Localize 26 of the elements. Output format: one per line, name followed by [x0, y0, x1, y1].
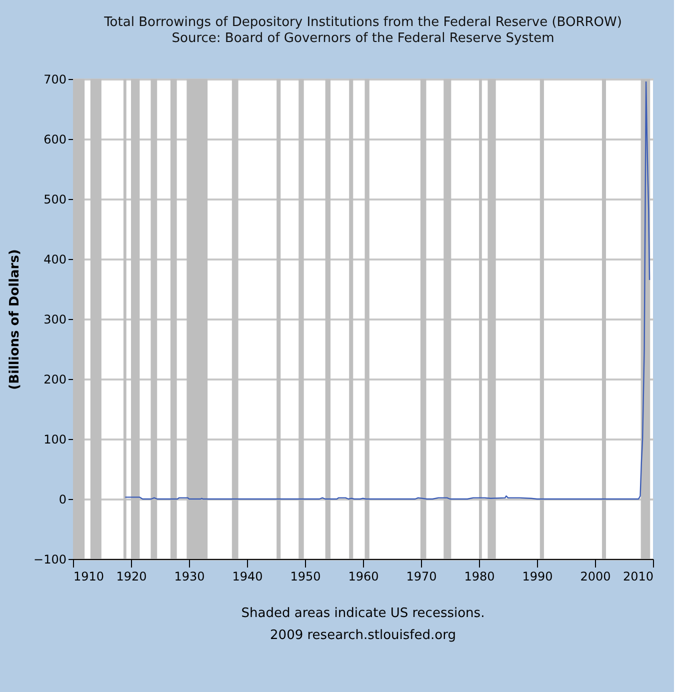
- x-tick-label: 1960: [348, 570, 379, 584]
- y-tick-label: 0: [58, 492, 66, 506]
- x-tick-label: 1930: [174, 570, 205, 584]
- text: Shaded areas indicate US recessions.: [241, 606, 485, 621]
- y-tick-label: 300: [44, 312, 66, 326]
- y-axis-title: (Billions of Dollars): [8, 249, 23, 390]
- y-tick-label: 100: [44, 432, 66, 446]
- y-tick-label: 200: [44, 372, 66, 386]
- x-tick-label: 1910: [74, 570, 104, 584]
- line-series: [124, 81, 650, 500]
- y-tick-label: 400: [44, 252, 66, 266]
- x-tick-label: 1970: [406, 570, 437, 584]
- x-tick-label: 2010: [622, 570, 654, 584]
- chart-title: Total Borrowings of Depository Institutions from the Federal Reserve (BORROW): [103, 15, 622, 30]
- y-tick-label: 600: [44, 132, 66, 146]
- x-tick-label: 1990: [522, 570, 553, 584]
- y-tick-label: −100: [34, 552, 66, 566]
- y-tick-label: 500: [44, 192, 66, 206]
- x-tick-label: 1940: [232, 570, 263, 584]
- x-tick-label: 1950: [290, 570, 321, 584]
- chart-subtitle: Source: Board of Governors of the Federal Reserve System: [172, 31, 554, 46]
- text: 2009 research.stlouisfed.org: [270, 628, 456, 643]
- x-tick-label: 2000: [580, 570, 611, 584]
- x-tick-label: 1920: [116, 570, 147, 584]
- y-tick-label: 700: [44, 72, 66, 86]
- x-tick-label: 1980: [464, 570, 495, 584]
